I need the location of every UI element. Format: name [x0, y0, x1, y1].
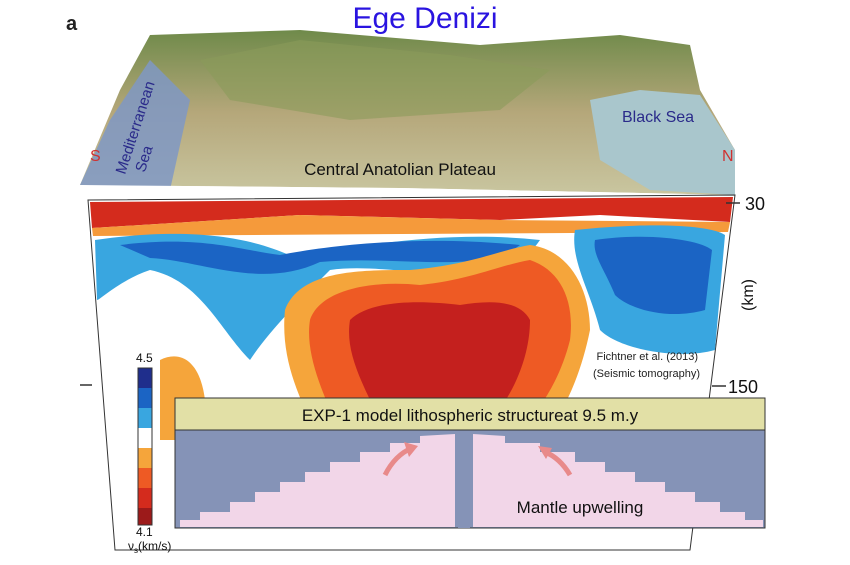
colorbar-max: 4.5	[136, 351, 153, 365]
inset-label: Mantle upwelling	[517, 498, 644, 517]
depth-unit: (km)	[740, 279, 757, 311]
citation: Fichtner et al. (2013)	[597, 351, 699, 363]
inset-title: EXP-1 model lithospheric structureat 9.5…	[302, 406, 639, 425]
subscript: s	[134, 546, 138, 555]
black-sea-label: Black Sea	[622, 109, 694, 126]
colorbar-min: 4.1	[136, 525, 153, 539]
symbol: ν	[128, 539, 134, 553]
citation: (Seismic tomography)	[593, 368, 700, 380]
depth-tick: 30	[745, 194, 765, 214]
plateau-label: Central Anatolian Plateau	[304, 160, 496, 179]
terrain	[80, 30, 735, 200]
north-label: N	[722, 148, 734, 165]
inset	[174, 397, 766, 529]
depth-tick: 150	[728, 377, 758, 397]
title: Ege Denizi	[352, 2, 497, 35]
unit: (km/s)	[138, 539, 171, 553]
colorbar-unit: νs(km/s)	[128, 539, 171, 555]
south-label: S	[90, 148, 101, 165]
colorbar	[137, 367, 153, 526]
panel-label: a	[66, 13, 78, 35]
